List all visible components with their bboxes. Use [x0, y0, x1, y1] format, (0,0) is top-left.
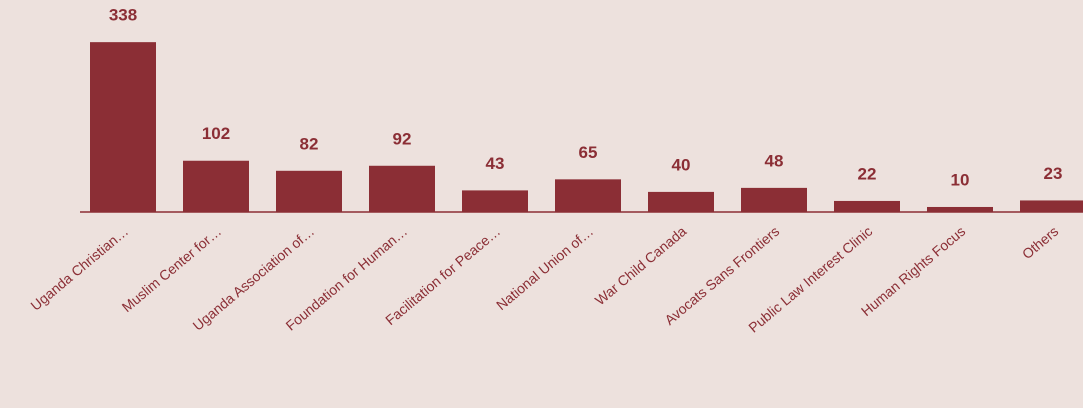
data-label: 22 — [858, 164, 877, 183]
x-tick-label: War Child Canada — [592, 223, 690, 309]
bar — [741, 187, 807, 212]
bar — [834, 200, 900, 212]
bar — [555, 179, 621, 212]
x-tick-label: Muslim Center for… — [119, 223, 225, 315]
data-label: 65 — [579, 143, 598, 162]
data-label: 43 — [486, 154, 505, 173]
bar — [1020, 200, 1083, 212]
data-label: 102 — [202, 124, 230, 143]
bar — [90, 42, 156, 212]
bar — [648, 191, 714, 212]
data-label: 10 — [951, 170, 970, 189]
data-label: 82 — [300, 134, 319, 153]
bar — [276, 170, 342, 212]
x-tick-label: Others — [1019, 223, 1061, 262]
bar — [927, 206, 993, 212]
x-tick-label: Human Rights Focus — [858, 223, 968, 319]
data-label: 338 — [109, 6, 137, 25]
data-label: 23 — [1044, 164, 1063, 183]
bar — [183, 160, 249, 212]
data-label: 92 — [393, 129, 412, 148]
bar — [369, 165, 435, 212]
x-tick-label: Uganda Christian… — [27, 223, 131, 314]
data-label: 48 — [765, 151, 784, 170]
x-tick-label: National Union of… — [493, 223, 596, 313]
bar — [462, 190, 528, 212]
data-label: 40 — [672, 155, 691, 174]
